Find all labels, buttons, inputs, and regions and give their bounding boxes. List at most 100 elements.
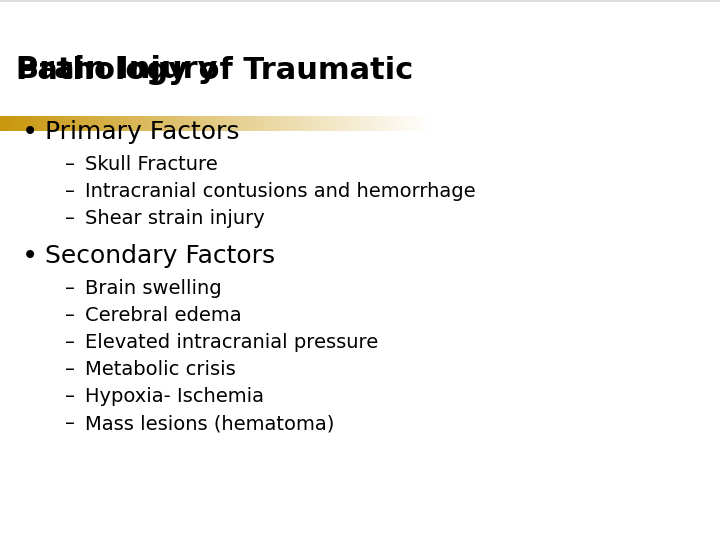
Bar	[261, 116, 265, 131]
Text: Cerebral edema: Cerebral edema	[85, 306, 242, 326]
Bar	[667, 116, 670, 131]
Text: Hypoxia- Ischemia: Hypoxia- Ischemia	[85, 387, 264, 407]
Bar	[94, 116, 96, 131]
Bar	[125, 116, 128, 131]
Bar	[341, 116, 344, 131]
Bar	[492, 116, 495, 131]
Bar	[223, 116, 226, 131]
Bar	[53, 116, 56, 131]
Bar	[346, 116, 348, 131]
Bar	[310, 116, 312, 131]
Bar	[369, 116, 373, 131]
Text: Mass lesions (hematoma): Mass lesions (hematoma)	[85, 414, 334, 434]
Bar	[0, 0, 720, 116]
Bar	[348, 116, 351, 131]
Bar	[77, 116, 80, 131]
Bar	[99, 116, 102, 131]
Bar	[677, 116, 680, 131]
Bar	[619, 116, 622, 131]
Bar	[7, 116, 10, 131]
Bar	[413, 116, 416, 131]
Bar	[197, 116, 200, 131]
Bar	[679, 116, 683, 131]
Bar	[322, 116, 325, 131]
Bar	[538, 116, 541, 131]
Bar	[72, 116, 75, 131]
Bar	[180, 116, 183, 131]
Bar	[257, 116, 260, 131]
Bar	[161, 116, 164, 131]
Text: –: –	[65, 360, 75, 380]
Bar	[144, 116, 147, 131]
Bar	[372, 116, 375, 131]
Bar	[444, 116, 447, 131]
Bar	[434, 116, 438, 131]
Text: Secondary Factors: Secondary Factors	[45, 245, 275, 268]
Bar	[293, 116, 296, 131]
Bar	[19, 116, 22, 131]
Bar	[487, 116, 490, 131]
Bar	[605, 116, 608, 131]
Bar	[65, 116, 68, 131]
Bar	[353, 116, 356, 131]
Bar	[29, 116, 32, 131]
Bar	[355, 116, 359, 131]
Text: Brain swelling: Brain swelling	[85, 279, 222, 299]
Bar	[578, 116, 582, 131]
Bar	[643, 116, 647, 131]
Text: –: –	[65, 414, 75, 434]
Bar	[590, 116, 593, 131]
Bar	[545, 116, 548, 131]
Bar	[230, 116, 233, 131]
Bar	[173, 116, 176, 131]
Bar	[110, 116, 114, 131]
Bar	[202, 116, 204, 131]
Bar	[559, 116, 562, 131]
Bar	[391, 116, 395, 131]
Bar	[50, 116, 53, 131]
Bar	[336, 116, 339, 131]
Bar	[103, 116, 107, 131]
Bar	[660, 116, 663, 131]
Bar	[106, 116, 109, 131]
Bar	[250, 116, 253, 131]
Bar	[12, 116, 15, 131]
Bar	[621, 116, 625, 131]
Bar	[240, 116, 243, 131]
Bar	[166, 116, 168, 131]
Bar	[60, 116, 63, 131]
Bar	[427, 116, 431, 131]
Bar	[387, 116, 390, 131]
Bar	[187, 116, 190, 131]
Bar	[41, 116, 44, 131]
Bar	[423, 116, 426, 131]
Bar	[403, 116, 406, 131]
Bar	[518, 116, 521, 131]
Bar	[482, 116, 485, 131]
Bar	[463, 116, 467, 131]
Bar	[45, 116, 49, 131]
Bar	[221, 116, 224, 131]
Bar	[43, 116, 46, 131]
Bar	[199, 116, 202, 131]
Bar	[96, 116, 99, 131]
Text: Elevated intracranial pressure: Elevated intracranial pressure	[85, 333, 378, 353]
Bar	[153, 116, 157, 131]
Bar	[684, 116, 687, 131]
Bar	[646, 116, 649, 131]
Bar	[480, 116, 483, 131]
Bar	[281, 116, 284, 131]
Bar	[557, 116, 560, 131]
Bar	[490, 116, 492, 131]
Bar	[706, 116, 708, 131]
Bar	[27, 116, 30, 131]
Bar	[319, 116, 323, 131]
Bar	[513, 116, 517, 131]
Bar	[585, 116, 589, 131]
Bar	[283, 116, 287, 131]
Bar	[14, 116, 17, 131]
Bar	[639, 116, 642, 131]
Text: •: •	[22, 118, 38, 146]
Bar	[117, 116, 121, 131]
Bar	[617, 116, 620, 131]
